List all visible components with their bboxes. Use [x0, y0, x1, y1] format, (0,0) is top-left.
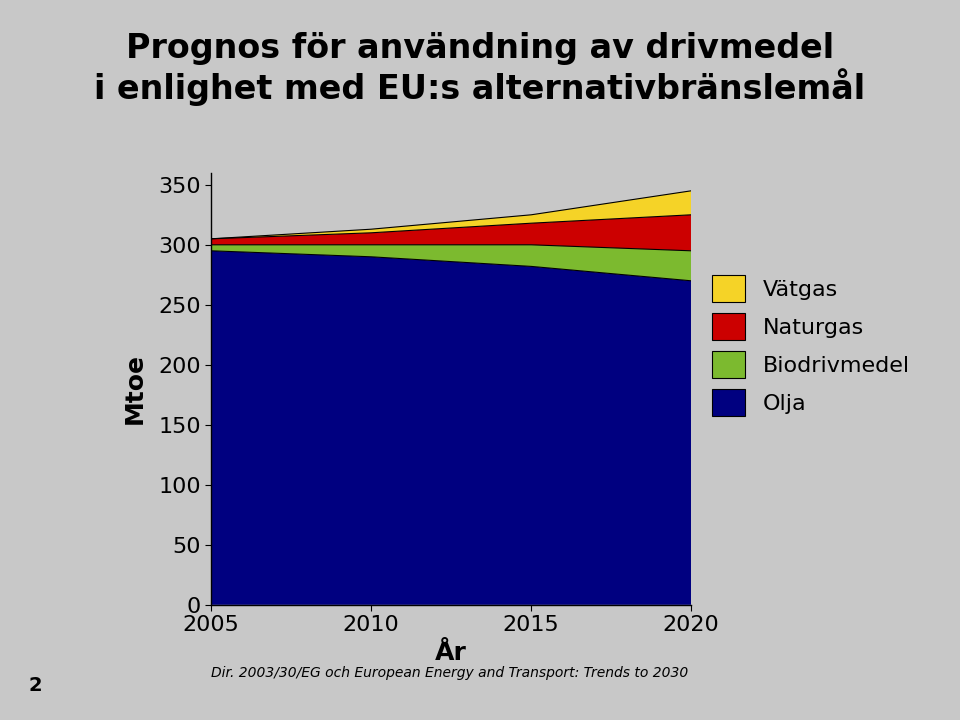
Text: Dir. 2003/30/EG och European Energy and Transport: Trends to 2030: Dir. 2003/30/EG och European Energy and …	[211, 667, 688, 680]
Legend: Vätgas, Naturgas, Biodrivmedel, Olja: Vätgas, Naturgas, Biodrivmedel, Olja	[712, 275, 910, 416]
Text: Prognos för användning av drivmedel: Prognos för användning av drivmedel	[126, 32, 834, 66]
X-axis label: År: År	[435, 641, 468, 665]
Text: 2: 2	[29, 676, 42, 695]
Y-axis label: Mtoe: Mtoe	[123, 354, 147, 424]
Text: i enlighet med EU:s alternativbränslemål: i enlighet med EU:s alternativbränslemål	[94, 68, 866, 107]
